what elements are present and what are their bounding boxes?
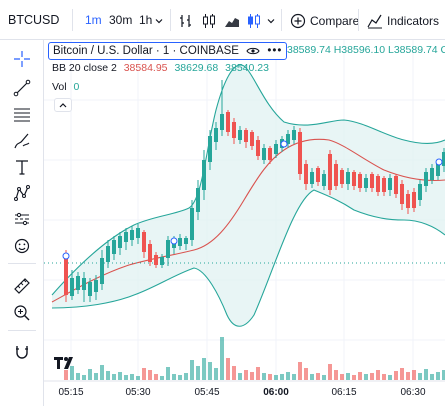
chart-legend: Bitcoin / U.S. Dollar · 1 · COINBASE •••…	[48, 42, 445, 112]
interval-1h[interactable]: 1h	[139, 13, 153, 27]
chart-type-active[interactable]	[246, 8, 262, 32]
chart-type-bars[interactable]	[178, 8, 194, 32]
symbol-legend[interactable]: Bitcoin / U.S. Dollar · 1 · COINBASE •••	[48, 42, 288, 60]
chart-type-candles[interactable]	[201, 8, 217, 32]
interval-1m[interactable]: 1m	[85, 13, 102, 27]
trend-line-tool[interactable]	[8, 76, 36, 100]
plus-circle-icon	[290, 13, 306, 28]
zoom-in-icon	[14, 305, 30, 321]
toolbar-divider	[281, 9, 282, 31]
text-tool[interactable]	[8, 155, 36, 179]
collapse-legend-button[interactable]	[54, 98, 72, 112]
crosshair-tool[interactable]	[8, 47, 36, 71]
bollinger-lower-line	[51, 189, 445, 327]
interval-dropdown[interactable]	[154, 8, 164, 32]
compare-button[interactable]: Compare	[290, 8, 359, 32]
bars-icon	[180, 14, 191, 27]
text-icon	[16, 160, 28, 175]
bb-label: BB 20 close 2	[52, 62, 117, 74]
time-tick-0515: 05:15	[58, 387, 83, 398]
tradingview-logo-icon	[54, 357, 73, 369]
top-toolbar: BTCUSD 1m 30m 1h Compare Indicators	[0, 0, 445, 40]
drawing-toolbar	[0, 40, 44, 406]
pattern-icon	[14, 185, 30, 201]
vol-label: Vol	[52, 81, 67, 93]
indicators-label: Indicators	[387, 13, 440, 28]
bollinger-basis-line	[51, 138, 445, 303]
chevron-down-icon	[267, 18, 275, 24]
emoji-icon	[14, 238, 30, 254]
area-chart-icon	[225, 17, 239, 27]
time-tick-0545: 05:45	[194, 387, 219, 398]
bb-upper-value: 38629.68	[174, 62, 219, 74]
crosshair-icon	[14, 51, 30, 67]
time-tick-0615: 06:15	[331, 387, 356, 398]
fib-tool[interactable]	[8, 102, 36, 126]
time-tick-0530: 05:30	[125, 387, 150, 398]
toolbar-divider	[8, 263, 36, 264]
chevron-up-icon	[59, 103, 67, 108]
ruler-icon	[14, 278, 30, 294]
chart-area[interactable]: 05:15 05:30 05:45 06:00 06:15 06:30	[44, 40, 445, 406]
volume-bars	[64, 337, 445, 380]
chevron-down-icon	[155, 18, 163, 24]
time-tick-0630: 06:30	[400, 387, 425, 398]
price-chart[interactable]: 05:15 05:30 05:45 06:00 06:15 06:30	[44, 40, 445, 406]
eye-icon[interactable]	[246, 46, 260, 56]
chart-type-area[interactable]	[224, 8, 240, 32]
magnet-tool[interactable]	[8, 340, 36, 364]
vol-value: 0	[73, 81, 80, 93]
bb-basis-value: 38584.95	[123, 62, 168, 74]
tradingview-logo[interactable]	[54, 356, 76, 374]
chart-type-dropdown[interactable]	[266, 8, 276, 32]
trend-line-icon	[13, 79, 31, 97]
brush-icon	[14, 133, 30, 149]
fib-retracement-icon	[14, 108, 30, 122]
brush-tool[interactable]	[8, 129, 36, 153]
pattern-tool[interactable]	[8, 181, 36, 205]
emoji-tool[interactable]	[8, 234, 36, 258]
magnet-icon	[16, 346, 28, 359]
time-tick-0600: 06:00	[263, 387, 289, 398]
bb-legend[interactable]: BB 20 close 2 38584.95 38629.68 38540.23	[52, 62, 269, 74]
candles-icon	[248, 13, 260, 28]
time-axis[interactable]: 05:15 05:30 05:45 06:00 06:15 06:30	[58, 387, 425, 398]
event-markers	[62, 140, 443, 260]
prediction-icon	[15, 212, 29, 226]
toolbar-divider	[8, 330, 36, 331]
bollinger-upper-line	[51, 64, 445, 296]
compare-label: Compare	[310, 13, 360, 28]
toolbar-divider	[358, 9, 359, 31]
prediction-tool[interactable]	[8, 207, 36, 231]
candles-icon	[203, 13, 215, 28]
toolbar-divider	[72, 9, 73, 31]
indicators-button[interactable]: Indicators	[367, 8, 439, 32]
ruler-tool[interactable]	[8, 274, 36, 298]
more-options-icon[interactable]: •••	[267, 45, 283, 57]
symbol-search[interactable]: BTCUSD	[8, 13, 60, 27]
volume-legend[interactable]: Vol 0	[52, 81, 79, 93]
bb-lower-value: 38540.23	[225, 62, 269, 74]
candles	[64, 80, 445, 302]
interval-30m[interactable]: 30m	[109, 13, 133, 27]
ohlc-values: 38589.74 H38596.10 L38589.74 C38	[287, 44, 445, 56]
zoom-tool[interactable]	[8, 301, 36, 325]
symbol-legend-title: Bitcoin / U.S. Dollar · 1 · COINBASE	[53, 45, 239, 58]
indicators-icon	[367, 14, 382, 29]
toolbar-divider	[170, 9, 171, 31]
